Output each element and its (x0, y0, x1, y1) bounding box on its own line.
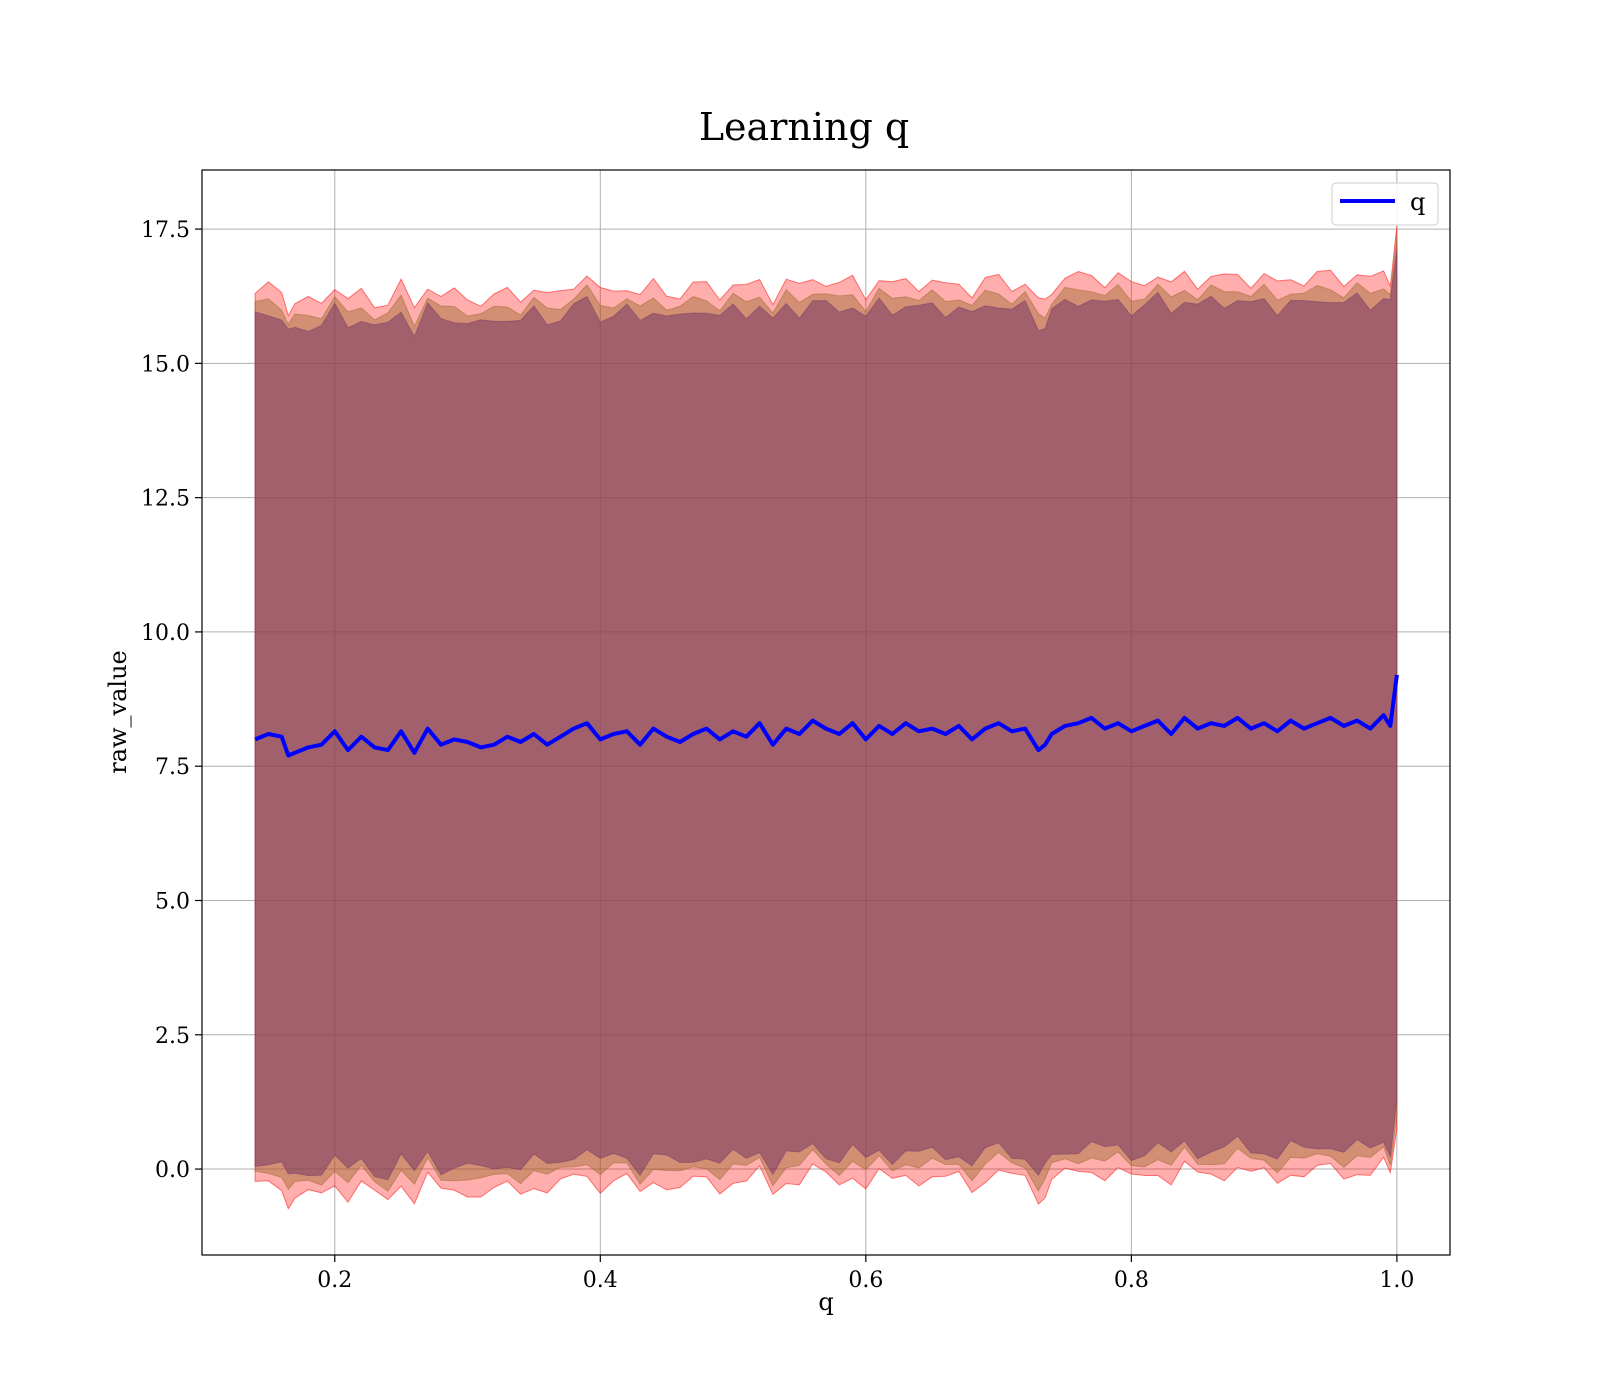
x-tick-label: 0.4 (583, 1268, 618, 1293)
x-axis-ticks: 0.2 0.4 0.6 0.8 1.0 (317, 1255, 1414, 1293)
x-tick-label: 0.8 (1114, 1268, 1149, 1293)
x-tick-label: 0.6 (848, 1268, 883, 1293)
y-axis-label: raw_value (104, 650, 132, 774)
y-tick-label: 5.0 (155, 889, 190, 914)
y-tick-label: 12.5 (141, 487, 190, 512)
x-tick-label: 1.0 (1379, 1268, 1414, 1293)
legend-box (1331, 182, 1439, 226)
x-tick-label: 0.2 (317, 1268, 352, 1293)
y-tick-label: 0.0 (155, 1158, 190, 1183)
chart-title: Learning q (699, 105, 909, 149)
y-axis-ticks: 0.0 2.5 5.0 7.5 10.0 12.5 15.0 17.5 (141, 218, 202, 1183)
y-tick-label: 17.5 (141, 218, 190, 243)
y-tick-label: 15.0 (141, 352, 190, 377)
plot-frame (201, 169, 1451, 1256)
series-line-q (254, 674, 1399, 758)
series-lines (254, 674, 1399, 758)
legend-label-q: q (1410, 188, 1425, 216)
legend: q (1331, 182, 1439, 226)
confidence-bands (254, 225, 1398, 1210)
x-axis-label: q (818, 1288, 833, 1316)
confidence-band (254, 249, 1398, 1181)
y-tick-label: 2.5 (155, 1024, 190, 1049)
y-tick-label: 7.5 (155, 755, 190, 780)
y-tick-label: 10.0 (141, 621, 190, 646)
